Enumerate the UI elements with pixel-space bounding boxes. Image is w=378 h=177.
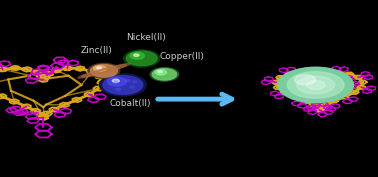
Circle shape — [126, 51, 157, 66]
Circle shape — [116, 88, 121, 90]
Circle shape — [130, 86, 135, 88]
Circle shape — [155, 70, 167, 75]
Circle shape — [158, 71, 162, 73]
Text: Cobalt(II): Cobalt(II) — [110, 99, 151, 108]
Circle shape — [306, 81, 325, 89]
Circle shape — [88, 63, 120, 78]
Circle shape — [150, 68, 179, 81]
Circle shape — [103, 76, 143, 94]
Circle shape — [130, 52, 144, 59]
Circle shape — [278, 67, 353, 103]
Circle shape — [294, 75, 316, 85]
Circle shape — [113, 82, 118, 84]
Circle shape — [133, 54, 139, 56]
Circle shape — [112, 79, 119, 82]
Circle shape — [124, 50, 160, 67]
Text: Copper(II): Copper(II) — [159, 52, 204, 61]
Circle shape — [97, 67, 102, 69]
Circle shape — [108, 77, 126, 86]
Circle shape — [287, 72, 344, 98]
Circle shape — [94, 66, 106, 72]
Circle shape — [132, 81, 137, 83]
Circle shape — [125, 79, 130, 82]
Circle shape — [99, 74, 146, 96]
Circle shape — [297, 76, 335, 94]
Circle shape — [90, 64, 118, 77]
Text: Zinc(II): Zinc(II) — [81, 46, 112, 55]
Text: Nickel(II): Nickel(II) — [125, 33, 166, 42]
Circle shape — [152, 69, 177, 80]
